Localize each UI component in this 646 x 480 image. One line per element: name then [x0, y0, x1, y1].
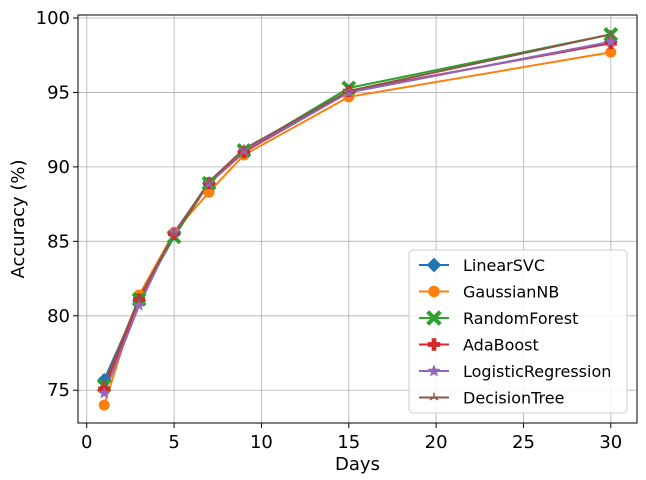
data-point: [239, 144, 249, 152]
y-tick-label: 80: [47, 306, 70, 327]
series-point-group: [99, 29, 616, 388]
y-tick-label: 95: [47, 82, 70, 103]
data-point: [604, 35, 617, 48]
legend-marker: [427, 338, 441, 351]
legend-marker: [426, 310, 442, 326]
legend-label: AdaBoost: [463, 336, 539, 355]
legend-label: LogisticRegression: [463, 362, 611, 381]
x-tick-label: 20: [425, 432, 448, 453]
x-axis-ticks: 0 5 10 15 20 25 30: [81, 423, 622, 453]
data-point: [99, 379, 109, 388]
x-axis-title: Days: [335, 454, 380, 475]
legend-label: DecisionTree: [463, 389, 564, 408]
data-point: [342, 85, 355, 98]
grid: [78, 15, 637, 423]
plot-frame: [77, 14, 638, 424]
legend-label: RandomForest: [463, 309, 578, 328]
data-point: [98, 386, 111, 399]
data-point: [98, 399, 110, 411]
y-tick-label: 100: [36, 8, 70, 29]
legend-marker: [428, 285, 440, 298]
y-tick-label: 90: [47, 157, 70, 178]
data-point: [169, 229, 179, 237]
data-point: [132, 298, 146, 311]
x-tick-label: 25: [512, 432, 535, 453]
data-point: [606, 29, 616, 38]
legend-marker: [429, 392, 439, 401]
y-axis-title: Accuracy (%): [8, 159, 29, 278]
data-point: [204, 177, 214, 185]
legend: LinearSVC GaussianNB RandomForest AdaBoost L…: [408, 249, 628, 414]
x-tick-label: 15: [337, 432, 360, 453]
x-tick-label: 30: [599, 432, 622, 453]
data-point: [605, 46, 617, 58]
legend-label: GaussianNB: [463, 283, 559, 302]
legend-marker: [426, 257, 442, 273]
data-point: [203, 186, 215, 198]
data-point: [344, 86, 354, 94]
y-tick-label: 75: [47, 380, 70, 401]
y-tick-label: 85: [47, 231, 70, 252]
series-markers: [96, 26, 619, 411]
data-point: [202, 176, 216, 189]
y-axis-ticks: 75 80 85 90 95 100: [36, 8, 78, 401]
x-tick-label: 10: [250, 432, 273, 453]
legend-marker: [427, 364, 441, 377]
legend-label: LinearSVC: [463, 256, 545, 275]
x-tick-label: 5: [168, 432, 179, 453]
legend-box: [408, 249, 628, 414]
data-point: [134, 293, 144, 301]
x-tick-label: 0: [81, 432, 92, 453]
